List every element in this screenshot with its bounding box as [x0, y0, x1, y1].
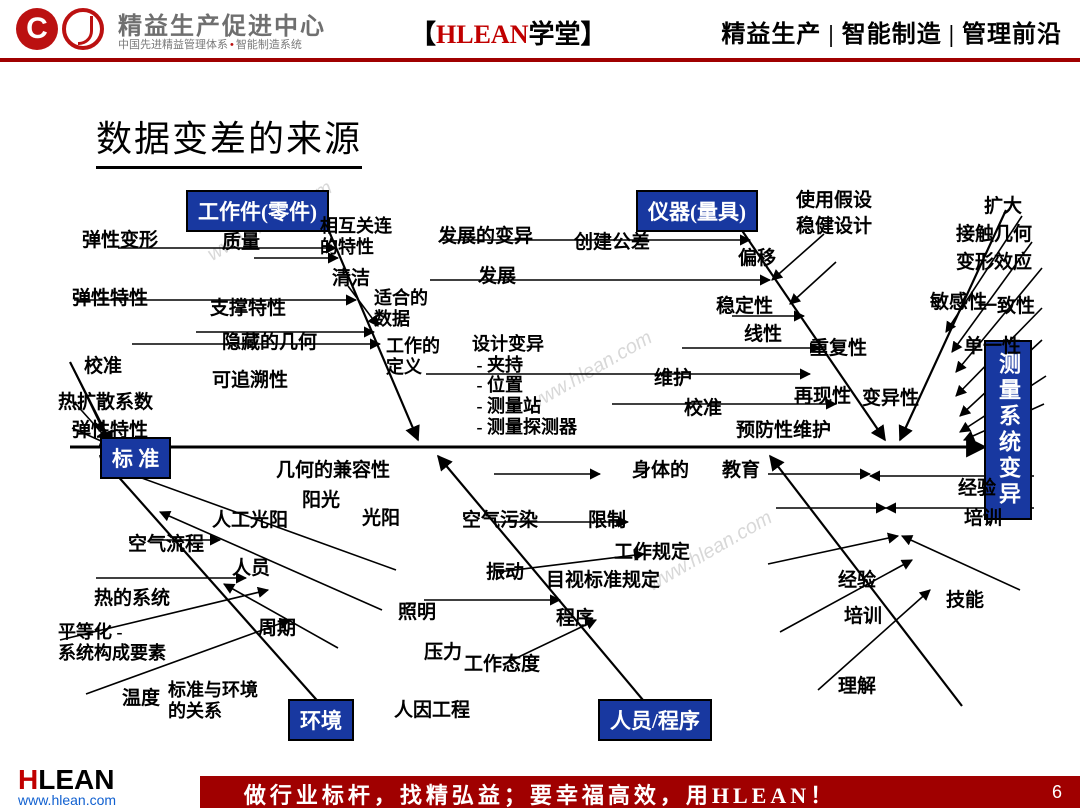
- cause-label: 一致性: [978, 296, 1035, 318]
- footer-slogan: 做行业标杆，找精弘益；要幸福高效，用HLEAN！: [0, 778, 1080, 810]
- cause-label: 技能: [946, 590, 984, 612]
- cause-label: 光阳: [362, 508, 400, 530]
- cause-label: 弹性特性: [72, 288, 148, 310]
- cause-label: 标准与环境 的关系: [168, 680, 258, 721]
- cause-label: 经验: [958, 478, 996, 500]
- category-workpiece: 工作件(零件): [186, 190, 329, 232]
- cause-label: 校准: [84, 356, 122, 378]
- cause-label: 变形效应: [956, 252, 1032, 274]
- cause-label: 相互关连 的特性: [320, 216, 392, 257]
- cause-label: 平等化 - 系统构成要素: [58, 622, 166, 663]
- cause-label: 振动: [486, 562, 524, 584]
- cause-label: 清洁: [332, 268, 370, 290]
- cause-label: 质量: [222, 232, 260, 254]
- cause-label: 温度: [122, 688, 160, 710]
- cause-label: 经验: [838, 570, 876, 592]
- cause-label: 适合的 数据: [374, 288, 428, 329]
- cause-label: 校准: [684, 398, 722, 420]
- cause-label: 稳定性: [716, 296, 773, 318]
- cause-label: 线性: [744, 324, 782, 346]
- cause-label: 隐藏的几何: [222, 332, 317, 354]
- cause-label: 接触几何: [956, 224, 1032, 246]
- cause-label: 再现性: [794, 386, 851, 408]
- cause-label: 教育: [722, 460, 760, 482]
- cause-label: 工作态度: [464, 654, 540, 676]
- category-instrument: 仪器(量具): [636, 190, 758, 232]
- cause-label: 工作规定: [614, 542, 690, 564]
- cause-label: 几何的兼容性: [276, 460, 390, 482]
- cause-label: 可追溯性: [212, 370, 288, 392]
- cause-label: 限制: [588, 510, 626, 532]
- cause-label: 理解: [838, 676, 876, 698]
- cause-label: 身体的: [632, 460, 689, 482]
- cause-label: 培训: [964, 508, 1002, 530]
- cause-label: 培训: [844, 606, 882, 628]
- cause-label: 偏移: [738, 248, 776, 270]
- cause-label: 照明: [398, 602, 436, 624]
- footer: HLEAN www.hlean.com 做行业标杆，找精弘益；要幸福高效，用HL…: [0, 764, 1080, 810]
- cause-label: 重复性: [810, 338, 867, 360]
- cause-label: 弹性变形: [82, 230, 158, 252]
- cause-label: 人工光阳: [212, 510, 288, 532]
- page-number: 6: [1052, 782, 1062, 803]
- cause-label: 热的系统: [94, 588, 170, 610]
- cause-label: 人员: [232, 558, 270, 580]
- cause-label: 人因工程: [394, 700, 470, 722]
- category-standard: 标 准: [100, 437, 171, 479]
- cause-label: 设计变异 - 夹持 - 位置 - 测量站 - 测量探测器: [472, 334, 577, 437]
- cause-label: 空气污染: [462, 510, 538, 532]
- category-person: 人员/程序: [598, 699, 712, 741]
- cause-label: 稳健设计: [796, 216, 872, 238]
- cause-label: 周期: [258, 618, 296, 640]
- cause-label: 发展的变异: [438, 226, 533, 248]
- cause-label: 压力: [424, 642, 462, 664]
- cause-label: 扩大: [984, 196, 1022, 218]
- cause-label: 热扩散系数: [58, 392, 153, 414]
- cause-label: 程序: [556, 608, 594, 630]
- cause-label: 预防性维护: [736, 420, 831, 442]
- cause-label: 目视标准规定: [546, 570, 660, 592]
- cause-label: 发展: [478, 266, 516, 288]
- cause-label: 弹性特性: [72, 420, 148, 442]
- cause-label: 使用假设: [796, 190, 872, 212]
- cause-label: 支撑特性: [210, 298, 286, 320]
- cause-label: 创建公差: [574, 232, 650, 254]
- cause-label: 工作的 定义: [386, 336, 440, 377]
- cause-label: 变异性: [862, 388, 919, 410]
- cause-label: 阳光: [302, 490, 340, 512]
- category-environment: 环境: [288, 699, 354, 741]
- cause-label: 单一性: [964, 336, 1021, 358]
- cause-label: 维护: [654, 368, 692, 390]
- cause-label: 空气流程: [128, 534, 204, 556]
